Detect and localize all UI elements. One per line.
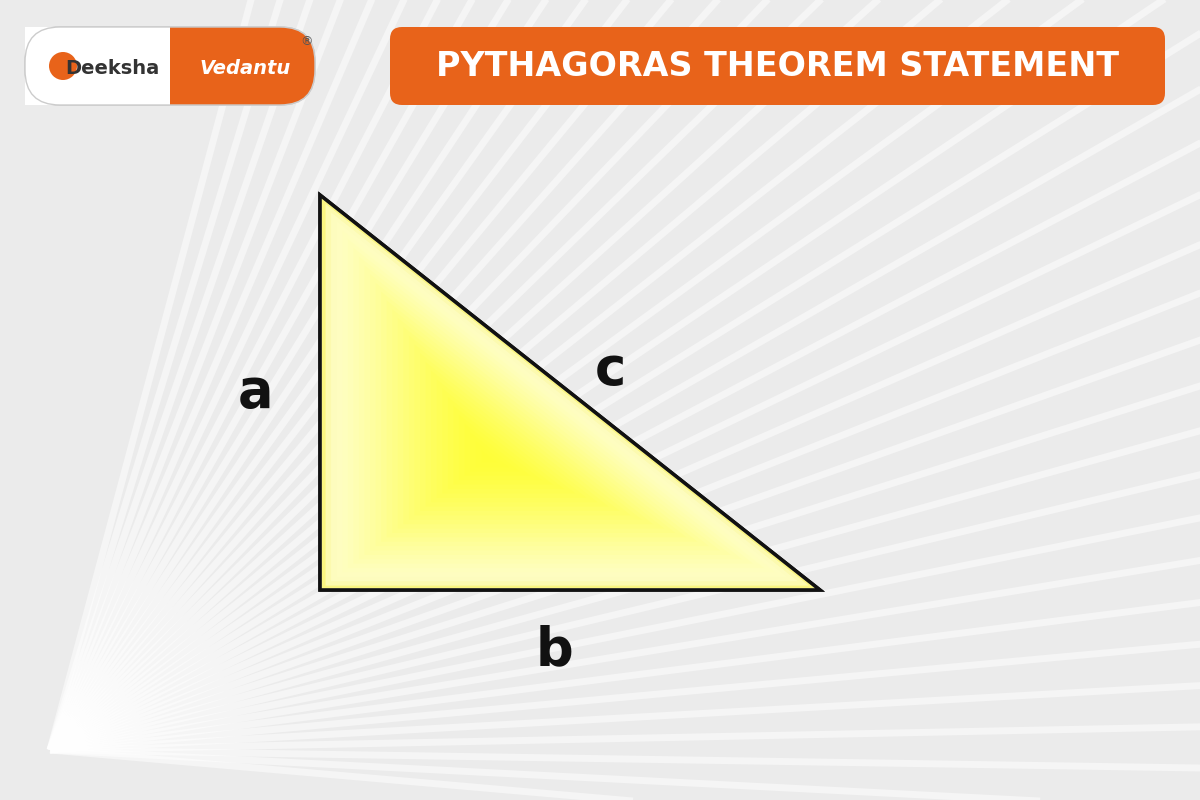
- Polygon shape: [365, 266, 731, 555]
- Polygon shape: [431, 370, 598, 502]
- Polygon shape: [382, 291, 697, 542]
- Polygon shape: [426, 362, 608, 506]
- Polygon shape: [337, 222, 787, 577]
- Polygon shape: [353, 248, 754, 564]
- Bar: [25, 27, 170, 105]
- FancyBboxPatch shape: [390, 27, 1165, 105]
- FancyBboxPatch shape: [25, 27, 314, 105]
- Polygon shape: [458, 414, 542, 480]
- Text: a: a: [238, 366, 272, 418]
- Polygon shape: [370, 274, 720, 550]
- Polygon shape: [331, 213, 798, 582]
- Polygon shape: [392, 309, 676, 533]
- Text: ®: ®: [301, 35, 313, 48]
- Polygon shape: [437, 379, 587, 498]
- Polygon shape: [403, 326, 653, 524]
- Circle shape: [49, 52, 77, 80]
- Polygon shape: [420, 353, 620, 511]
- Text: Deeksha: Deeksha: [65, 58, 160, 78]
- Text: PYTHAGORAS THEOREM STATEMENT: PYTHAGORAS THEOREM STATEMENT: [436, 50, 1120, 82]
- Polygon shape: [409, 335, 642, 520]
- Text: b: b: [536, 624, 574, 676]
- Text: Vedantu: Vedantu: [199, 58, 292, 78]
- Polygon shape: [443, 388, 576, 494]
- Polygon shape: [470, 432, 520, 471]
- Polygon shape: [386, 300, 686, 538]
- Polygon shape: [359, 257, 743, 559]
- Polygon shape: [320, 195, 820, 590]
- FancyBboxPatch shape: [25, 27, 314, 105]
- Polygon shape: [325, 204, 809, 586]
- Polygon shape: [464, 423, 532, 476]
- Polygon shape: [454, 406, 553, 485]
- Polygon shape: [397, 318, 665, 529]
- Text: c: c: [594, 344, 625, 396]
- Polygon shape: [348, 239, 764, 568]
- Polygon shape: [320, 195, 820, 590]
- Polygon shape: [414, 344, 631, 515]
- Polygon shape: [342, 230, 775, 573]
- Polygon shape: [376, 282, 709, 546]
- Polygon shape: [448, 397, 564, 489]
